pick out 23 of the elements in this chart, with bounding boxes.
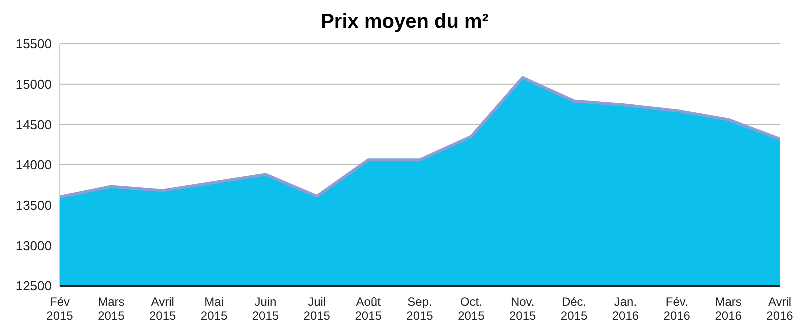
y-tick-label: 13000	[16, 238, 52, 254]
y-tick-label: 13500	[16, 198, 52, 213]
x-tick-label: Jan. 2016	[612, 295, 640, 323]
x-tick-label: Avril 2016	[766, 295, 794, 323]
x-tick-label: Sep. 2015	[406, 295, 434, 323]
y-tick-label: 12500	[16, 278, 52, 294]
chart-title: Prix moyen du m²	[320, 10, 490, 35]
y-tick-label: 15500	[16, 36, 52, 52]
x-tick-label: Oct. 2015	[458, 295, 486, 323]
x-tick-label: Mars 2016	[715, 295, 742, 323]
y-tick-label: 15000	[16, 76, 52, 92]
x-tick-label: Fév. 2016	[664, 295, 691, 323]
x-tick-label: Mars 2015	[98, 295, 126, 323]
x-tick-label: Juil 2015	[304, 295, 331, 323]
x-tick-label: Juin 2015	[252, 295, 280, 323]
y-tick-label: 14000	[16, 158, 52, 173]
x-tick-label: Avril 2015	[150, 295, 177, 323]
y-tick-label: 14500	[16, 117, 52, 132]
x-tick-label: Mai 2015	[200, 295, 228, 323]
x-tick-label: Déc. 2015	[560, 295, 588, 323]
x-tick-label: Août 2015	[355, 295, 382, 323]
x-tick-label: Nov. 2015	[510, 295, 537, 323]
x-tick-label: Fév 2015	[46, 295, 74, 323]
